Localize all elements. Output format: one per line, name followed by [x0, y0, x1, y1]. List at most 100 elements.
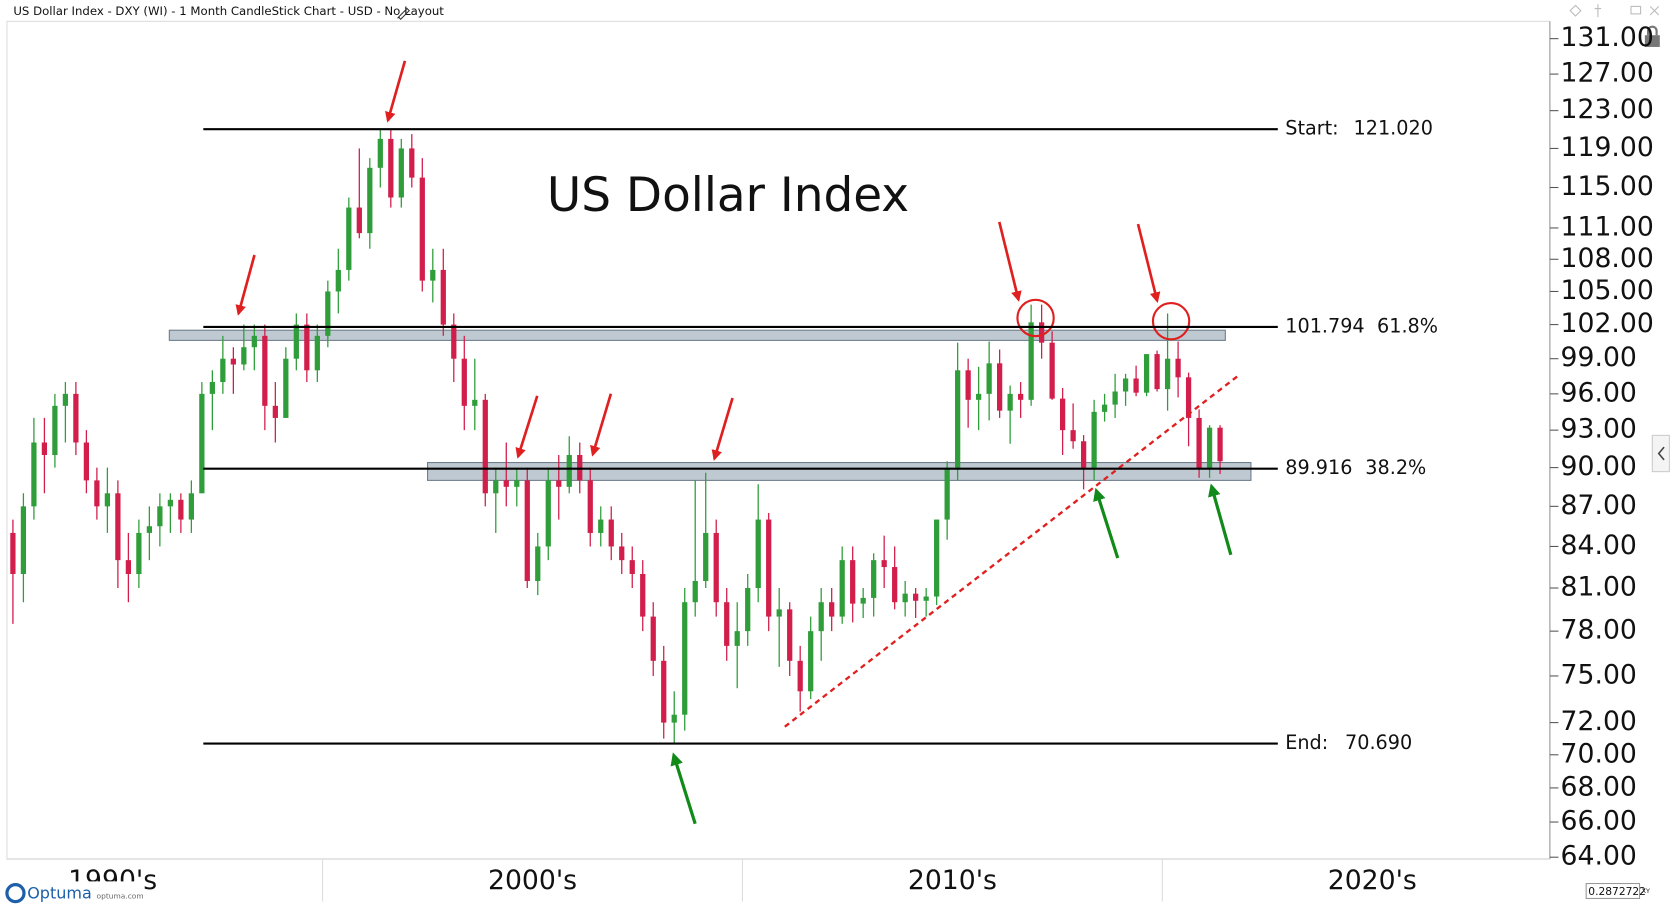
- candle-body: [661, 660, 667, 723]
- candle-body: [871, 560, 877, 598]
- restore-icon[interactable]: [1630, 5, 1642, 15]
- highlight-circle: [1016, 298, 1055, 338]
- candle-body: [1049, 342, 1055, 399]
- y-tick-label: 66.00: [1561, 806, 1637, 837]
- candle-body: [367, 167, 373, 234]
- zone: [168, 329, 1226, 341]
- candle-body: [283, 358, 289, 418]
- candle-body: [262, 335, 268, 406]
- candle-body: [671, 714, 677, 723]
- header: US Dollar Index - DXY (WI) - 1 Month Can…: [13, 4, 444, 18]
- candle-body: [346, 207, 352, 270]
- cursor-mode[interactable]: XY: [1642, 887, 1650, 895]
- candle-body: [902, 593, 908, 603]
- y-tick-label: 70.00: [1561, 738, 1637, 769]
- candle-body: [377, 138, 383, 168]
- highlight-circle: [1151, 301, 1191, 341]
- candle-body: [629, 560, 635, 574]
- candle-body: [104, 493, 111, 507]
- candle-body: [1028, 322, 1034, 400]
- edit-icon[interactable]: [397, 7, 410, 20]
- lock-shackle: [1646, 25, 1658, 36]
- candle-body: [976, 393, 982, 400]
- close-icon[interactable]: [1649, 6, 1660, 16]
- candle-body: [335, 269, 341, 292]
- candle-body: [1133, 378, 1139, 393]
- candle-body: [997, 363, 1003, 411]
- candle-body: [1059, 398, 1066, 431]
- side-tab[interactable]: [1651, 434, 1670, 473]
- y-tick-label: 108.00: [1561, 243, 1654, 274]
- candle-body: [388, 138, 394, 198]
- candle-body: [304, 324, 310, 371]
- candle-body: [1143, 354, 1150, 393]
- candle-body: [1091, 411, 1097, 468]
- candle-body: [787, 609, 793, 661]
- lock-body: [1644, 35, 1660, 47]
- candle-body: [640, 573, 646, 617]
- candle-body: [503, 480, 509, 487]
- y-tick-label: 131.00: [1561, 22, 1654, 53]
- y-tick-label: 115.00: [1561, 171, 1654, 202]
- candle-body: [1112, 391, 1118, 405]
- candle-body: [356, 207, 362, 234]
- candle-body: [136, 532, 142, 574]
- red-arrows: [235, 60, 1161, 461]
- candle-body: [1039, 322, 1045, 343]
- candle-body: [325, 291, 331, 336]
- lock-icon[interactable]: [1644, 25, 1660, 47]
- diamond-icon[interactable]: [1569, 4, 1582, 17]
- window-controls: [1569, 4, 1660, 18]
- level-ratio: 61.8%: [1377, 314, 1438, 337]
- candle-body: [797, 660, 803, 692]
- arrow: [711, 397, 734, 461]
- candle-body: [1185, 377, 1192, 418]
- candle-body: [703, 532, 709, 581]
- candle-body: [965, 370, 971, 400]
- candle-body: [451, 324, 457, 359]
- candle-body: [923, 596, 929, 601]
- candle-body: [1018, 393, 1024, 400]
- candle-body: [293, 324, 299, 359]
- cursor-value: 0.2872722: [1588, 885, 1646, 898]
- arrow: [235, 254, 256, 316]
- candle-body: [650, 616, 656, 661]
- candle-body: [188, 493, 194, 520]
- y-tick-label: 99.00: [1561, 342, 1637, 373]
- candle-body: [944, 467, 950, 520]
- candle-body: [598, 519, 604, 533]
- y-tick-label: 87.00: [1561, 490, 1637, 521]
- candle-body: [682, 602, 688, 715]
- green-arrows: [670, 483, 1233, 825]
- candle-body: [766, 519, 772, 617]
- y-tick-label: 75.00: [1561, 659, 1637, 690]
- pin-icon[interactable]: [1594, 4, 1602, 18]
- y-tick-label: 127.00: [1561, 58, 1654, 89]
- x-tick-label: 2010's: [908, 865, 997, 896]
- candle-body: [251, 335, 257, 348]
- candle-body: [745, 588, 751, 632]
- candle-body: [619, 546, 625, 561]
- candle-body: [419, 177, 425, 281]
- candle-body: [1070, 430, 1076, 442]
- candle-body: [472, 399, 478, 406]
- candle-body: [818, 602, 824, 632]
- x-tick-label: 2020's: [1328, 865, 1417, 896]
- candle-body: [713, 532, 719, 603]
- candle-body: [73, 393, 79, 443]
- candle-body: [587, 480, 593, 533]
- candle-body: [115, 493, 121, 561]
- candle-body: [1206, 427, 1213, 469]
- candle-body: [62, 393, 69, 406]
- level-value: 121.020: [1354, 117, 1433, 140]
- candle-body: [913, 593, 919, 601]
- cursor-box: [1585, 882, 1641, 899]
- y-tick-label: 111.00: [1561, 211, 1654, 242]
- y-tick-label: 105.00: [1561, 275, 1654, 306]
- y-tick-label: 96.00: [1561, 377, 1637, 408]
- y-tick-label: 64.00: [1561, 841, 1637, 872]
- candle-body: [1154, 354, 1160, 390]
- candle-body: [94, 480, 100, 507]
- candle-body: [1101, 404, 1108, 412]
